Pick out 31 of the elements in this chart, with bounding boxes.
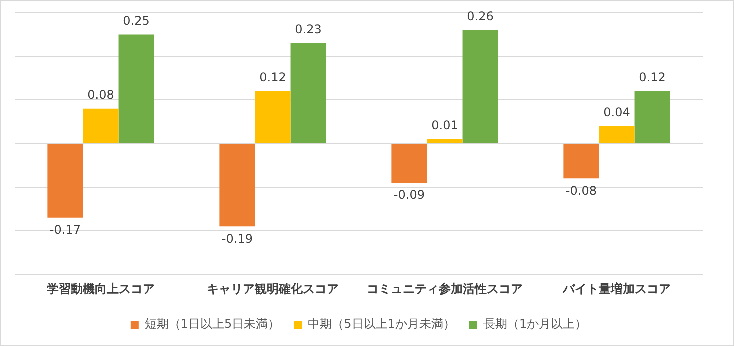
data-label: 0.04 <box>604 105 630 120</box>
bar <box>462 30 498 144</box>
bar <box>118 34 154 144</box>
data-label: 0.01 <box>432 118 458 133</box>
bar <box>290 44 326 144</box>
data-label: 0.25 <box>123 14 150 28</box>
x-tick-label: バイト量増加スコア <box>562 282 671 296</box>
data-label: -0.17 <box>50 223 81 238</box>
data-label: -0.09 <box>394 188 425 202</box>
bar <box>599 126 635 144</box>
x-tick-label: 学習動機向上スコア <box>47 282 155 296</box>
data-label: -0.08 <box>566 184 597 198</box>
data-label: 0.12 <box>260 70 286 85</box>
data-label: 0.12 <box>639 70 666 85</box>
bar <box>634 91 670 144</box>
legend-label: 中期（5日以上1か月未満） <box>308 317 456 332</box>
bar <box>564 144 600 179</box>
bar <box>427 139 463 144</box>
legend-label: 短期（1日以上5日未満） <box>144 317 280 332</box>
legend-label: 長期（1か月以上） <box>483 317 588 332</box>
x-tick-label: コミュニティ参加活性スコア <box>367 282 523 296</box>
data-label: 0.23 <box>295 22 322 37</box>
data-label: 0.08 <box>88 88 114 102</box>
bar <box>48 144 84 218</box>
x-tick-label: キャリア観明確化スコア <box>207 282 339 296</box>
bar <box>220 144 256 227</box>
bar <box>392 144 428 184</box>
bar <box>255 91 291 144</box>
bar <box>83 108 119 144</box>
data-label: -0.19 <box>222 232 253 246</box>
data-label: 0.26 <box>467 10 494 24</box>
